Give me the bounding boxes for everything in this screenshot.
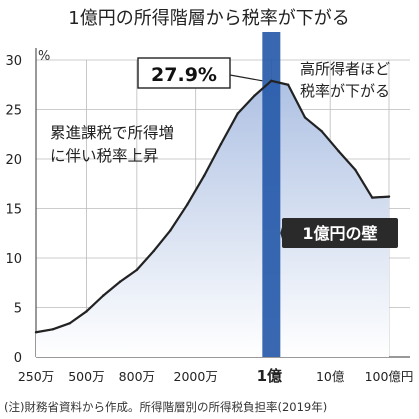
y-axis-unit: % — [38, 49, 50, 64]
annotation-left-line: 累進課税で所得増 — [50, 124, 174, 142]
footnote: (注)財務省資料から作成。所得階層別の所得税負担率(2019年) — [4, 400, 327, 414]
series-area — [36, 80, 389, 357]
x-tick-labels: 250万 500万 800万 2000万 1億 10億 100億円 — [18, 367, 414, 385]
data-point — [286, 83, 290, 86]
y-tick-label: 10 — [5, 252, 22, 267]
data-point — [102, 294, 105, 297]
data-point — [68, 322, 71, 325]
data-point — [169, 229, 172, 232]
value-callout-label: 27.9% — [151, 64, 217, 86]
x-tick-label: 2000万 — [174, 369, 218, 384]
y-tick-label: 15 — [5, 203, 22, 218]
y-tick-label: 5 — [14, 302, 22, 317]
x-tick-label: 800万 — [119, 369, 155, 384]
data-point — [387, 195, 391, 198]
data-point — [85, 310, 88, 313]
value-callout-pointer — [229, 74, 263, 82]
data-point — [270, 79, 273, 82]
chart-title: 1億円の所得階層から税率が下がる — [68, 8, 349, 29]
line-layer — [35, 79, 390, 334]
data-point — [337, 149, 340, 153]
band-label-pointer — [280, 227, 282, 239]
annotation-right-line: 高所得者ほど — [300, 60, 390, 78]
y-tick-label: 25 — [5, 104, 22, 119]
y-tick-label: 30 — [5, 54, 22, 69]
data-point — [236, 112, 239, 115]
data-point — [253, 94, 256, 97]
value-callout-box — [137, 57, 231, 89]
data-point — [370, 196, 374, 199]
data-point — [320, 130, 323, 133]
highlight-band — [262, 32, 281, 357]
band-label-box — [282, 218, 398, 248]
area-layer — [36, 80, 389, 357]
x-tick-label: 250万 — [18, 369, 54, 384]
data-point — [34, 331, 38, 334]
data-point — [219, 142, 223, 146]
x-tick-label: 100億円 — [365, 369, 414, 384]
annotation-left-line: に伴い税率上昇 — [50, 147, 159, 165]
annotation-right-line: 税率が下がる — [300, 82, 390, 100]
highlight-band-layer — [262, 32, 281, 357]
data-point — [354, 168, 357, 172]
data-point — [135, 268, 139, 272]
series-line — [35, 79, 390, 334]
data-point — [118, 280, 122, 283]
y-tick-label: 0 — [14, 351, 22, 366]
data-point — [152, 249, 155, 253]
x-tick-label: 10億 — [316, 369, 345, 384]
data-point — [303, 116, 307, 119]
data-point — [202, 174, 206, 178]
band-label: 1億円の壁 — [302, 224, 377, 243]
x-tick-label: 1億 — [257, 367, 282, 385]
points-layer — [34, 79, 391, 334]
x-tick-label: 500万 — [68, 369, 104, 384]
y-tick-labels: 0 5 10 15 20 25 30 — [5, 54, 22, 366]
y-tick-label: 20 — [5, 153, 22, 168]
data-point — [186, 203, 189, 206]
data-point — [51, 328, 55, 331]
